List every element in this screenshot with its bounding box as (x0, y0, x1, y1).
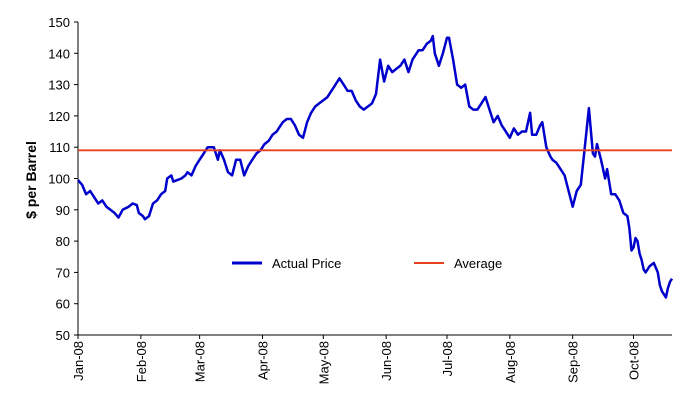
y-tick-label: 80 (56, 234, 70, 249)
y-tick-label: 110 (49, 140, 70, 155)
y-axis-label: $ per Barrel (23, 141, 39, 219)
y-tick-label: 70 (56, 265, 70, 280)
x-tick-label: Oct-08 (626, 341, 641, 380)
x-tick-label: Sep-08 (566, 341, 581, 383)
y-tick-label: 50 (56, 328, 70, 343)
y-tick-label: 120 (48, 109, 70, 124)
x-tick-label: Aug-08 (503, 341, 518, 383)
x-tick-label: Apr-08 (255, 341, 270, 380)
x-tick-label: Jan-08 (71, 341, 86, 381)
x-tick-label: Mar-08 (193, 341, 208, 382)
y-tick-label: 150 (48, 15, 70, 30)
x-tick-label: May-08 (316, 341, 331, 384)
y-tick-label: 130 (48, 78, 70, 93)
line-series (77, 34, 674, 299)
x-tick-label: Jun-08 (379, 341, 394, 381)
x-tick-label: Jul-08 (440, 341, 455, 376)
y-tick-label: 90 (56, 203, 70, 218)
legend-label: Actual Price (272, 256, 341, 271)
y-tick-label: 60 (56, 297, 70, 312)
y-tick-label: 140 (48, 46, 70, 61)
x-tick-label: Feb-08 (134, 341, 149, 382)
legend-label: Average (454, 256, 502, 271)
y-tick-label: 100 (48, 172, 70, 187)
